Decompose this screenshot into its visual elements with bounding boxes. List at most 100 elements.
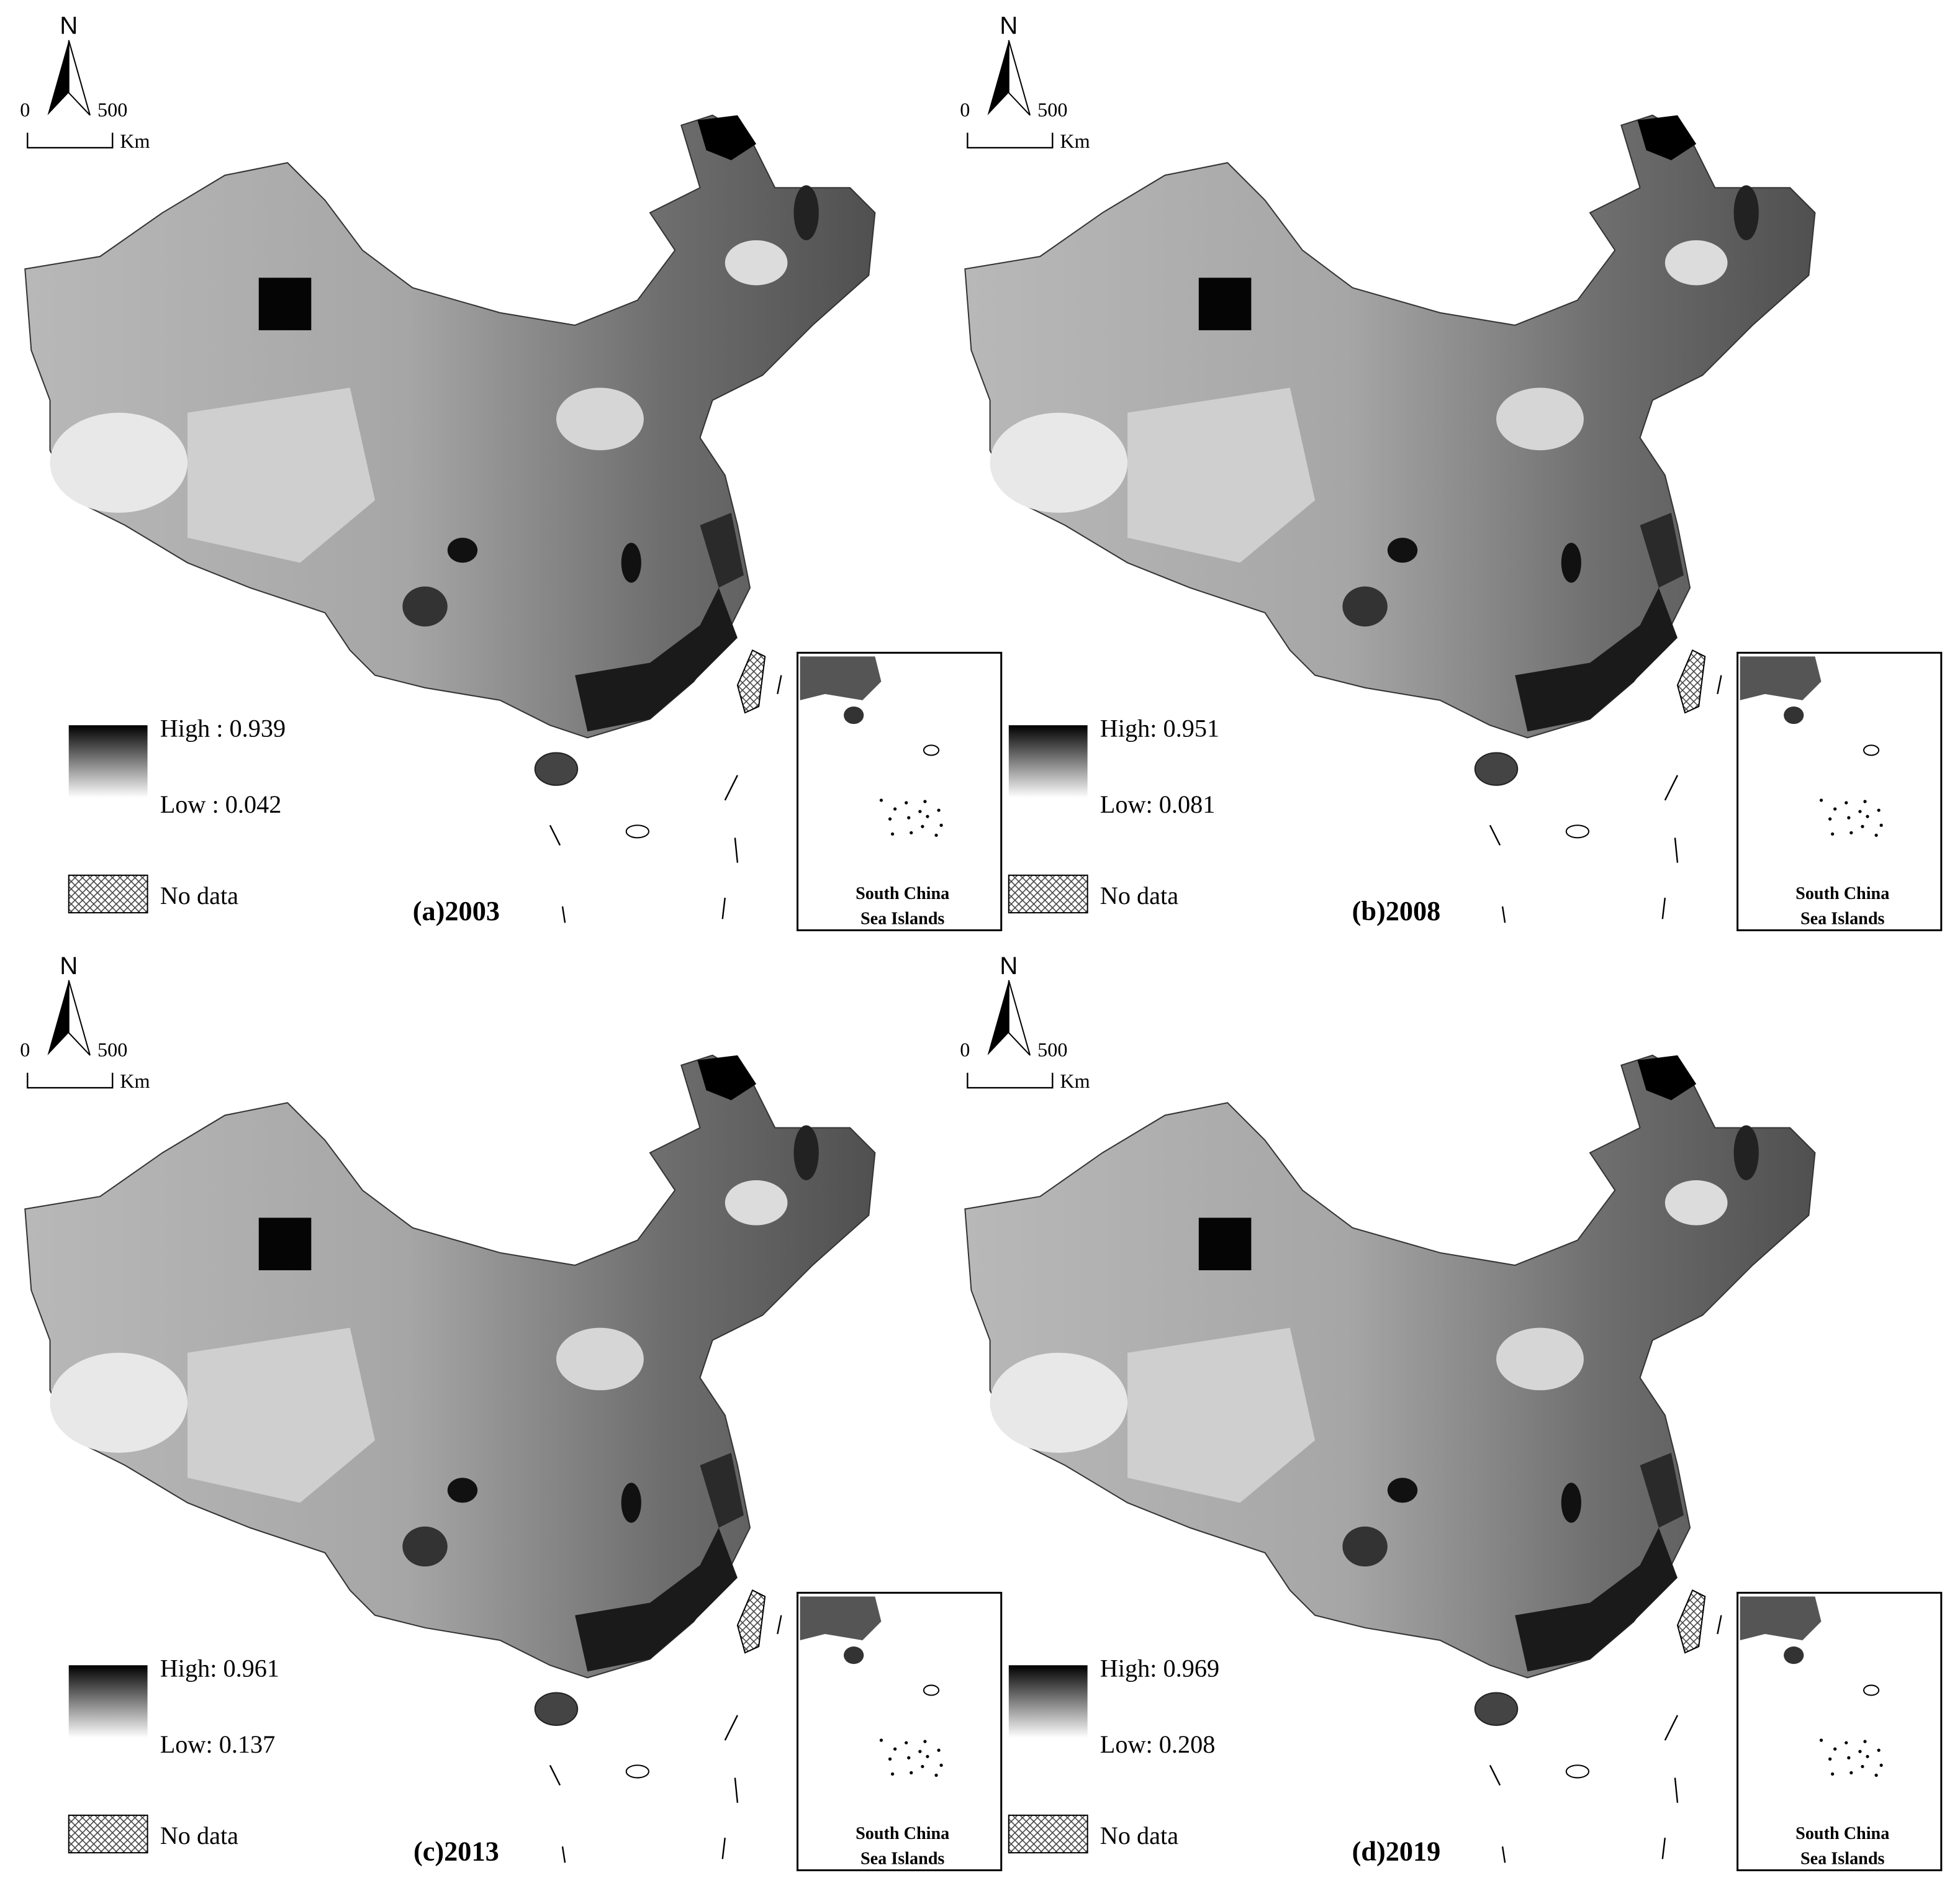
scale-start: 0 bbox=[960, 1039, 970, 1061]
inset-island bbox=[1858, 1750, 1862, 1753]
inset-island bbox=[1845, 801, 1848, 805]
dark-region bbox=[621, 543, 641, 583]
inset-island bbox=[1863, 744, 1880, 756]
north-arrow bbox=[987, 40, 1009, 115]
scale-bar bbox=[27, 1072, 114, 1089]
inset-frame bbox=[797, 1591, 1003, 1871]
inset-island bbox=[893, 1747, 897, 1751]
light-region bbox=[556, 387, 644, 451]
dark-region bbox=[1733, 1125, 1759, 1181]
boundary-dash bbox=[734, 838, 739, 863]
hainan bbox=[534, 752, 579, 786]
dark-region bbox=[697, 1055, 757, 1101]
inset-island bbox=[907, 1756, 911, 1759]
north-arrow bbox=[47, 980, 69, 1055]
inset-island bbox=[1833, 1747, 1837, 1751]
inset-hainan bbox=[1784, 706, 1804, 725]
dark-region bbox=[700, 512, 744, 588]
plateau-region bbox=[187, 1327, 376, 1503]
dark-region bbox=[621, 1483, 641, 1523]
inset-land bbox=[1740, 1596, 1822, 1640]
boundary-dash bbox=[1661, 1837, 1666, 1859]
boundary-dash bbox=[724, 775, 738, 801]
inset-island bbox=[1879, 823, 1883, 827]
panel-label: (c)2013 bbox=[413, 1836, 499, 1866]
dark-region bbox=[700, 1452, 744, 1528]
light-region bbox=[725, 1180, 788, 1226]
hainan bbox=[1474, 1692, 1519, 1726]
north-label: N bbox=[60, 952, 78, 980]
inset-island bbox=[923, 1740, 927, 1743]
dark-region bbox=[1342, 1526, 1388, 1567]
legend-no-data: No data bbox=[160, 882, 238, 910]
china-land bbox=[964, 114, 1816, 739]
light-region bbox=[556, 1327, 644, 1391]
dark-region bbox=[793, 1125, 819, 1181]
north-arrow bbox=[68, 40, 91, 116]
dark-region bbox=[402, 1526, 448, 1567]
island bbox=[625, 1764, 649, 1779]
island bbox=[1565, 824, 1590, 839]
inset-island bbox=[1833, 807, 1837, 811]
inset-island bbox=[1819, 1738, 1823, 1742]
legend-low: Low : 0.042 bbox=[160, 790, 282, 818]
dark-region bbox=[575, 1527, 738, 1672]
dark-region bbox=[1198, 278, 1252, 330]
dark-region bbox=[1561, 1483, 1581, 1523]
legend-high: High: 0.969 bbox=[1100, 1654, 1219, 1682]
inset-island bbox=[879, 1738, 883, 1742]
inset-island bbox=[918, 810, 922, 813]
tibet-region bbox=[50, 1352, 188, 1453]
inset-island bbox=[937, 808, 941, 812]
scale-unit: Km bbox=[120, 1070, 150, 1092]
inset-island bbox=[1828, 817, 1832, 821]
legend-high: High: 0.951 bbox=[1100, 714, 1219, 742]
scale-bar bbox=[967, 1072, 1054, 1089]
inset-island bbox=[1863, 1740, 1867, 1743]
tibet-region bbox=[990, 1352, 1128, 1453]
inset-island bbox=[888, 1757, 892, 1761]
inset-island bbox=[1831, 832, 1835, 836]
map-panel: N 0 500 Km High: 0.951 Low: 0.081 No data (b)20… bbox=[960, 12, 1943, 931]
island bbox=[625, 824, 649, 839]
inset-island bbox=[893, 807, 897, 811]
inset-frame bbox=[1736, 651, 1943, 931]
legend-low: Low: 0.208 bbox=[1100, 1730, 1216, 1758]
plateau-region bbox=[1127, 387, 1316, 563]
inset-island bbox=[1849, 1771, 1853, 1774]
inset-hainan bbox=[844, 706, 864, 725]
tibet-region bbox=[50, 412, 188, 513]
legend-no-data: No data bbox=[1100, 1822, 1178, 1850]
boundary-dash bbox=[561, 906, 566, 923]
inset-island bbox=[1863, 800, 1867, 803]
inset-island bbox=[905, 801, 908, 805]
inset-island bbox=[1874, 1773, 1878, 1777]
inset-island bbox=[1828, 1757, 1832, 1761]
inset-island bbox=[926, 815, 929, 818]
inset-island bbox=[1847, 816, 1851, 820]
dark-region bbox=[793, 185, 819, 240]
inset-frame bbox=[1736, 1591, 1943, 1871]
scale-bar bbox=[27, 132, 114, 149]
dark-region bbox=[447, 538, 478, 563]
inset-island bbox=[923, 800, 927, 803]
inset-island bbox=[921, 1764, 924, 1768]
inset-island bbox=[923, 1684, 940, 1696]
boundary-dash bbox=[1501, 906, 1506, 923]
tibet-region bbox=[990, 412, 1128, 513]
inset-hainan bbox=[1784, 1646, 1804, 1664]
panel-label: (b)2008 bbox=[1352, 896, 1441, 926]
north-arrow bbox=[68, 980, 91, 1056]
scale-start: 0 bbox=[20, 99, 30, 121]
legend-no-data: No data bbox=[160, 1822, 238, 1850]
boundary-dash bbox=[1717, 675, 1722, 695]
dark-region bbox=[1733, 185, 1759, 240]
inset-island bbox=[934, 1773, 938, 1777]
dark-region bbox=[1640, 1452, 1684, 1528]
dark-region bbox=[1637, 115, 1697, 161]
inset-island bbox=[1861, 1764, 1864, 1768]
boundary-dash bbox=[1664, 775, 1679, 801]
inset-island bbox=[923, 744, 940, 756]
legend-no-data-swatch bbox=[68, 874, 148, 914]
